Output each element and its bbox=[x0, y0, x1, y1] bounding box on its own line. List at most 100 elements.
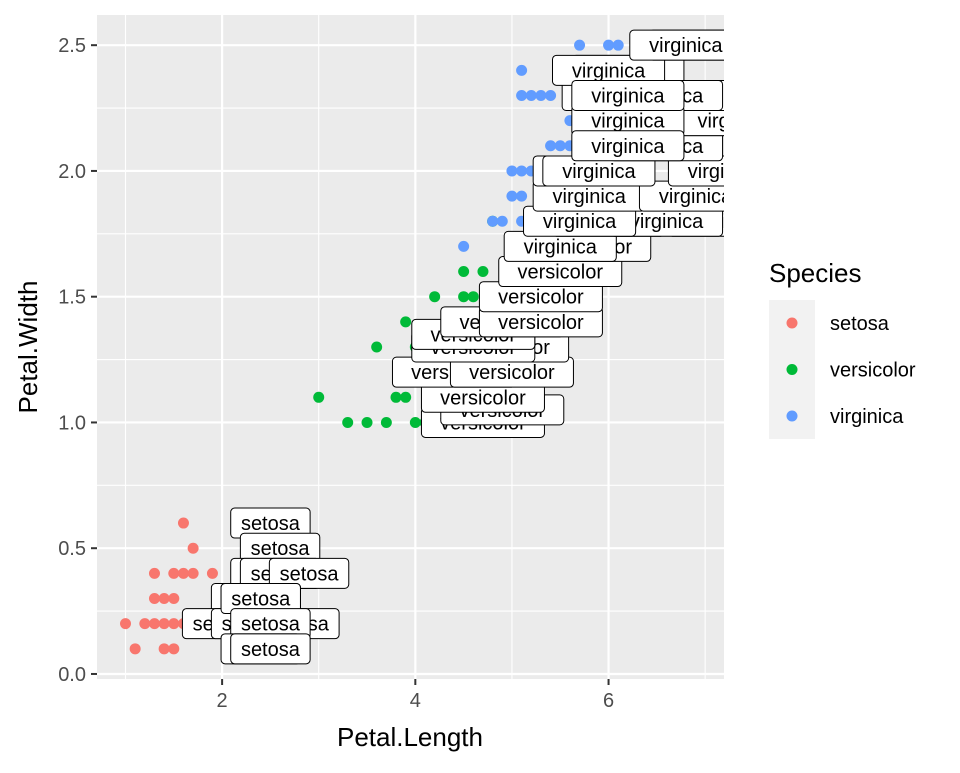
point-label-setosa: setosa bbox=[220, 583, 301, 615]
point-label-setosa: setosa bbox=[230, 608, 311, 640]
data-point-virginica bbox=[574, 39, 586, 51]
point-label-text: virginica bbox=[591, 85, 665, 107]
point-label-text: virginica bbox=[524, 236, 598, 258]
point-label-text: virginica bbox=[543, 211, 617, 233]
legend-key-virginica bbox=[786, 410, 798, 422]
data-point-versicolor bbox=[380, 416, 392, 428]
point-label-text: versicolor bbox=[517, 262, 603, 284]
point-label-text: versicolor bbox=[440, 387, 526, 409]
data-point-versicolor bbox=[458, 291, 470, 303]
point-label-setosa: setosa bbox=[230, 507, 311, 539]
point-label-virginica: virginica bbox=[609, 205, 724, 237]
point-label-box bbox=[268, 557, 350, 589]
point-label-virginica: virginica bbox=[503, 230, 617, 262]
y-tick-label: 0.0 bbox=[58, 664, 86, 686]
data-point-versicolor bbox=[371, 341, 383, 353]
data-point-setosa bbox=[187, 567, 199, 579]
data-point-setosa bbox=[187, 542, 199, 554]
data-point-versicolor bbox=[313, 391, 325, 403]
point-label-text: setosa bbox=[251, 538, 311, 560]
data-point-setosa bbox=[139, 618, 151, 630]
point-label-virginica: virginica bbox=[667, 155, 762, 187]
point-label-text: versicolor bbox=[498, 287, 584, 309]
data-point-virginica bbox=[612, 39, 624, 51]
y-tick-label: 1.0 bbox=[58, 412, 86, 434]
point-label-text: virginica bbox=[697, 111, 771, 133]
point-label-virginica: virginica bbox=[571, 105, 685, 137]
data-point-setosa bbox=[148, 618, 160, 630]
data-point-setosa bbox=[158, 618, 170, 630]
legend-key-setosa bbox=[786, 317, 798, 329]
legend-entry-setosa: setosa bbox=[786, 313, 890, 335]
point-label-versicolor: versicolor bbox=[449, 356, 574, 388]
point-labels: setosasetosasetosasetosasetosasetosaseto… bbox=[181, 29, 771, 665]
data-point-setosa bbox=[158, 643, 170, 655]
point-label-text: virginica bbox=[591, 136, 665, 158]
legend-key-versicolor bbox=[786, 364, 798, 375]
legend-label-versicolor: versicolor bbox=[830, 360, 916, 382]
data-point-virginica bbox=[516, 89, 528, 101]
data-point-virginica bbox=[545, 140, 557, 152]
point-label-setosa: setosa bbox=[239, 532, 321, 564]
legend-entry-virginica: virginica bbox=[786, 406, 904, 428]
data-point-setosa bbox=[158, 593, 170, 605]
point-label-text: virginica bbox=[649, 35, 723, 57]
point-label-text: setosa bbox=[241, 513, 301, 535]
data-point-versicolor bbox=[429, 291, 441, 303]
point-label-setosa: setosa bbox=[268, 557, 350, 589]
point-label-virginica: virginica bbox=[638, 180, 733, 212]
data-point-versicolor bbox=[400, 316, 412, 328]
legend-title: Species bbox=[769, 258, 862, 288]
data-point-setosa bbox=[168, 643, 180, 655]
data-point-virginica bbox=[603, 39, 615, 51]
point-label-text: virginica bbox=[562, 161, 636, 183]
point-label-text: virginica bbox=[688, 161, 762, 183]
data-point-setosa bbox=[206, 567, 218, 579]
x-tick-label: 2 bbox=[217, 690, 228, 712]
data-point-setosa bbox=[148, 567, 160, 579]
legend-entry-versicolor: versicolor bbox=[786, 360, 916, 382]
data-point-setosa bbox=[177, 567, 189, 579]
data-point-virginica bbox=[554, 140, 566, 152]
point-label-text: virginica bbox=[591, 111, 665, 133]
point-label-box bbox=[629, 29, 724, 61]
data-point-setosa bbox=[148, 593, 160, 605]
data-point-versicolor bbox=[361, 416, 373, 428]
data-point-virginica bbox=[496, 215, 508, 227]
data-point-setosa bbox=[168, 618, 180, 630]
data-point-versicolor bbox=[477, 266, 489, 278]
data-point-setosa bbox=[129, 643, 141, 655]
y-tick-label: 2.0 bbox=[58, 161, 86, 183]
data-point-virginica bbox=[516, 190, 528, 202]
point-label-box bbox=[571, 130, 685, 162]
data-point-versicolor bbox=[342, 416, 354, 428]
y-tick-label: 1.5 bbox=[58, 287, 86, 309]
y-tick-label: 2.5 bbox=[58, 35, 86, 57]
data-point-virginica bbox=[535, 89, 547, 101]
point-label-setosa: setosa bbox=[230, 633, 311, 665]
point-label-text: virginica bbox=[630, 211, 704, 233]
y-tick-label: 0.5 bbox=[58, 538, 86, 560]
data-point-setosa bbox=[168, 567, 180, 579]
point-label-virginica: virginica bbox=[523, 205, 637, 237]
point-label-box bbox=[230, 633, 311, 665]
data-point-setosa bbox=[168, 593, 180, 605]
point-label-box bbox=[667, 155, 724, 187]
data-point-virginica bbox=[516, 64, 528, 76]
point-label-versicolor: versicolor bbox=[420, 381, 545, 413]
point-label-versicolor: versicolor bbox=[478, 281, 603, 313]
axes: 2 4 6 0.0 0.5 1.0 1.5 2.0 2.5 bbox=[58, 35, 614, 712]
data-point-setosa bbox=[177, 517, 189, 529]
legend: Species setosa versicolor virginica bbox=[769, 258, 916, 439]
x-axis-title: Petal.Length bbox=[337, 722, 483, 752]
point-label-versicolor: versicolor bbox=[478, 306, 603, 338]
y-axis-title: Petal.Width bbox=[13, 281, 43, 414]
point-label-virginica: virginica bbox=[629, 29, 724, 61]
point-label-text: setosa bbox=[231, 589, 291, 611]
point-label-text: virginica bbox=[572, 60, 646, 82]
data-point-virginica bbox=[525, 89, 537, 101]
data-point-versicolor bbox=[467, 291, 479, 303]
point-label-text: virginica bbox=[659, 186, 733, 208]
point-label-text: setosa bbox=[241, 639, 301, 661]
